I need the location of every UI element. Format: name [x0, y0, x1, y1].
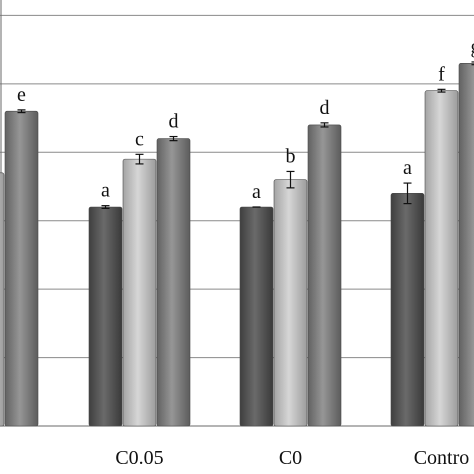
error-bar: [437, 88, 446, 93]
significance-label: g: [471, 36, 474, 58]
significance-label: f: [438, 63, 445, 85]
significance-labels: a a a c b f e d d g: [17, 36, 474, 203]
bar-series-3-1: [4, 110, 39, 427]
error-bars: [17, 61, 474, 209]
error-bar: [135, 153, 144, 165]
significance-label: b: [286, 145, 296, 167]
significance-label: a: [403, 157, 412, 179]
bar-series-3-C0: [307, 124, 342, 427]
x-tick-label: C0: [279, 447, 302, 469]
bars: [0, 63, 474, 427]
bar-series-1-C0: [239, 206, 274, 427]
significance-label: e: [17, 84, 26, 106]
x-tick-label: C0.05: [115, 447, 163, 469]
bar-series-3-C0.05: [156, 138, 191, 427]
bar-series-2-C0.05: [122, 158, 157, 427]
gridlines: [0, 0, 474, 427]
error-bar: [17, 109, 26, 114]
bar-series-2-1: [0, 172, 5, 427]
significance-label: d: [169, 111, 179, 133]
error-bar: [403, 182, 412, 205]
significance-label: a: [101, 180, 110, 202]
error-bar: [101, 205, 110, 209]
error-bar: [286, 170, 295, 189]
bar-series-2-C0: [273, 179, 308, 427]
significance-label: c: [135, 128, 144, 150]
error-bar: [169, 135, 178, 142]
significance-label: d: [320, 97, 330, 119]
x-tick-label: Contro: [414, 447, 470, 469]
error-bar: [471, 61, 474, 66]
significance-label: a: [252, 181, 261, 203]
bar-series-1-Contro: [390, 193, 425, 427]
bar-series-2-Contro: [424, 90, 459, 427]
bar-series-3-Contro: [458, 63, 474, 427]
bar-series-1-C0.05: [88, 206, 123, 427]
error-bar: [320, 122, 329, 128]
